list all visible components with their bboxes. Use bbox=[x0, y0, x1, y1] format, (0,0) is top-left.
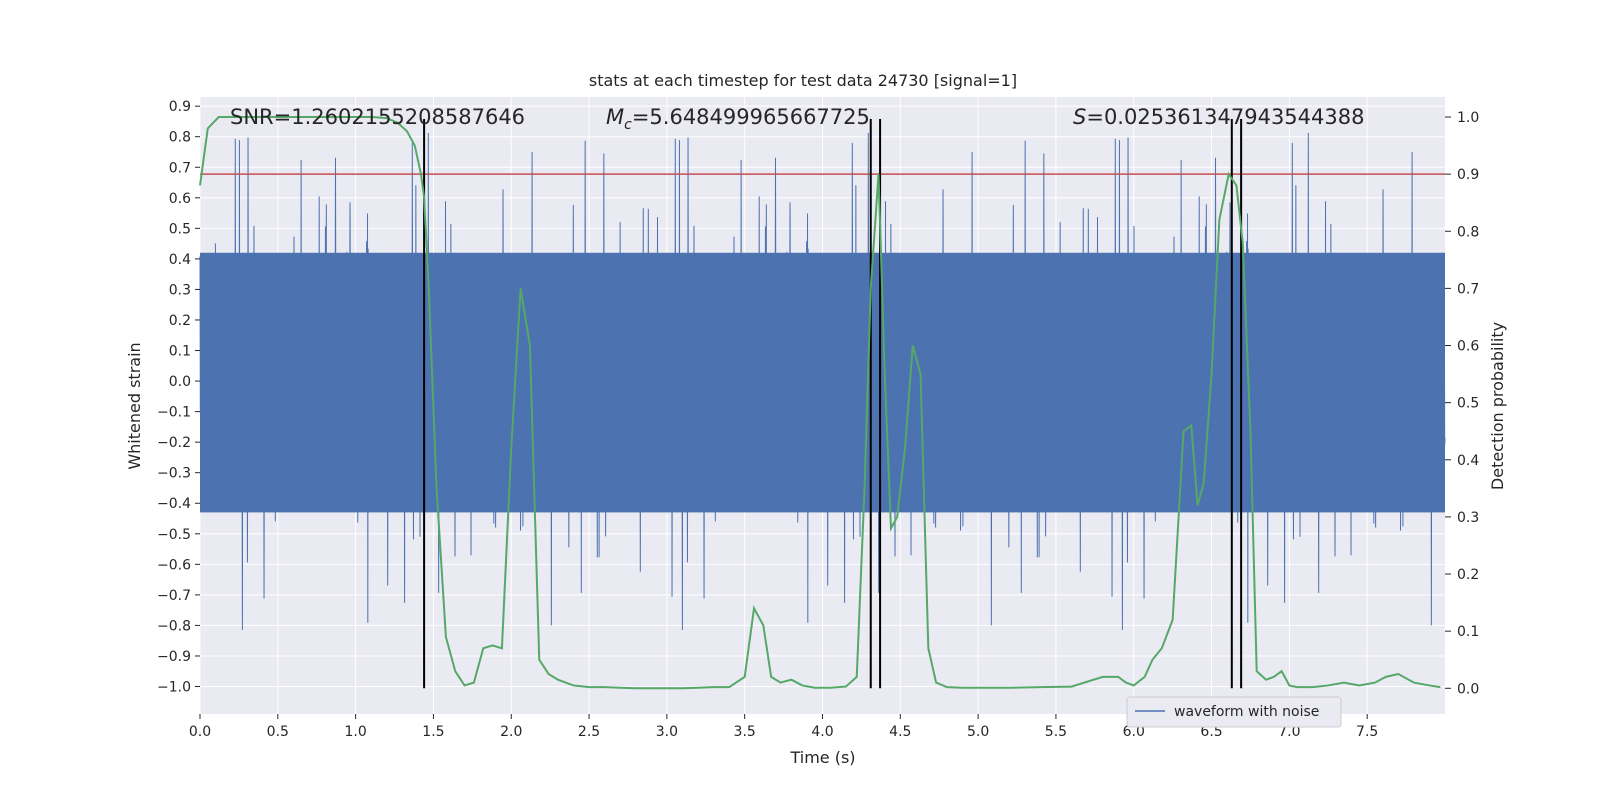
x-tick-label: 4.0 bbox=[811, 724, 833, 740]
right-y-tick-label: 0.8 bbox=[1457, 224, 1479, 240]
left-y-axis-ticks: 0.9 0.8 0.7 0.6 0.5 0.4 0.3 0.2 0.1 0.0 −0.1 −0.2 −0… bbox=[157, 99, 200, 696]
right-y-tick-label: 0.2 bbox=[1457, 567, 1479, 583]
left-y-axis-label: Whitened strain bbox=[125, 342, 144, 469]
left-y-tick-label: 0.3 bbox=[169, 282, 191, 298]
waveform-series bbox=[199, 132, 1446, 630]
chirp-mass-symbol: M bbox=[606, 105, 624, 129]
left-y-tick-label: −0.6 bbox=[157, 557, 191, 573]
left-y-tick-label: 0.6 bbox=[169, 191, 191, 207]
x-tick-label: 7.0 bbox=[1278, 724, 1300, 740]
left-y-tick-label: −0.1 bbox=[157, 405, 191, 421]
chirp-mass-subscript: c bbox=[624, 117, 632, 133]
s-annotation: S=0.025361347943544388 bbox=[1073, 105, 1364, 129]
x-tick-label: 3.0 bbox=[656, 724, 678, 740]
s-value: =0.025361347943544388 bbox=[1086, 105, 1364, 129]
left-y-tick-label: −0.5 bbox=[157, 527, 191, 543]
s-symbol: S bbox=[1073, 105, 1086, 129]
right-y-tick-label: 0.5 bbox=[1457, 396, 1479, 412]
x-axis-label: Time (s) bbox=[789, 748, 855, 767]
left-y-tick-label: 0.9 bbox=[169, 99, 191, 115]
left-y-tick-label: 0.7 bbox=[169, 160, 191, 176]
chirp-mass-value: =5.648499965667725 bbox=[632, 105, 870, 129]
left-y-tick-label: −0.3 bbox=[157, 466, 191, 482]
right-y-tick-label: 0.9 bbox=[1457, 167, 1479, 183]
x-tick-label: 2.0 bbox=[500, 724, 522, 740]
right-y-tick-label: 0.7 bbox=[1457, 281, 1479, 297]
left-y-tick-label: −0.8 bbox=[157, 618, 191, 634]
right-y-axis-label: Detection probability bbox=[1488, 322, 1507, 490]
left-y-tick-label: −0.7 bbox=[157, 588, 191, 604]
legend-label: waveform with noise bbox=[1174, 704, 1319, 720]
right-y-tick-label: 0.1 bbox=[1457, 624, 1479, 640]
x-tick-label: 0.5 bbox=[267, 724, 289, 740]
left-y-tick-label: −0.9 bbox=[157, 649, 191, 665]
left-y-tick-label: 0.5 bbox=[169, 221, 191, 237]
x-tick-label: 2.5 bbox=[578, 724, 600, 740]
right-y-tick-label: 0.6 bbox=[1457, 339, 1479, 355]
x-tick-label: 5.5 bbox=[1045, 724, 1067, 740]
right-y-tick-label: 1.0 bbox=[1457, 110, 1479, 126]
right-y-tick-label: 0.4 bbox=[1457, 453, 1479, 469]
x-tick-label: 6.5 bbox=[1200, 724, 1222, 740]
left-y-tick-label: 0.2 bbox=[169, 313, 191, 329]
left-y-tick-label: 0.1 bbox=[169, 344, 191, 360]
right-y-tick-label: 0.0 bbox=[1457, 681, 1479, 697]
x-tick-label: 6.0 bbox=[1123, 724, 1145, 740]
x-tick-label: 1.5 bbox=[422, 724, 444, 740]
chart-title: stats at each timestep for test data 247… bbox=[589, 71, 1017, 90]
left-y-tick-label: −1.0 bbox=[157, 680, 191, 696]
chirp-mass-annotation: Mc=5.648499965667725 bbox=[606, 105, 870, 133]
left-y-tick-label: −0.2 bbox=[157, 435, 191, 451]
x-tick-label: 0.0 bbox=[189, 724, 211, 740]
x-axis-ticks: 0.0 0.5 1.0 1.5 2.0 2.5 3.0 3.5 4.0 4.5 5.0 5.5 6.0 6… bbox=[189, 714, 1378, 740]
x-tick-label: 1.0 bbox=[344, 724, 366, 740]
x-tick-label: 7.5 bbox=[1356, 724, 1378, 740]
probability-line bbox=[199, 116, 1441, 690]
left-y-tick-label: 0.8 bbox=[169, 130, 191, 146]
legend-box bbox=[1126, 696, 1342, 728]
snr-annotation: SNR=1.2602155208587646 bbox=[230, 105, 525, 129]
left-y-tick-label: −0.4 bbox=[157, 496, 191, 512]
x-tick-label: 3.5 bbox=[734, 724, 756, 740]
left-y-tick-label: 0.0 bbox=[169, 374, 191, 390]
x-tick-label: 5.0 bbox=[967, 724, 989, 740]
right-y-tick-label: 0.3 bbox=[1457, 510, 1479, 526]
right-y-axis-ticks: 1.0 0.9 0.8 0.7 0.6 0.5 0.4 0.3 0.2 0.1 0.0 bbox=[1445, 110, 1479, 697]
waveform-core-band bbox=[200, 252, 1445, 513]
probability-series bbox=[199, 116, 1441, 690]
left-y-tick-label: 0.4 bbox=[169, 252, 191, 268]
x-tick-label: 4.5 bbox=[889, 724, 911, 740]
legend: waveform with noise bbox=[1126, 696, 1342, 728]
